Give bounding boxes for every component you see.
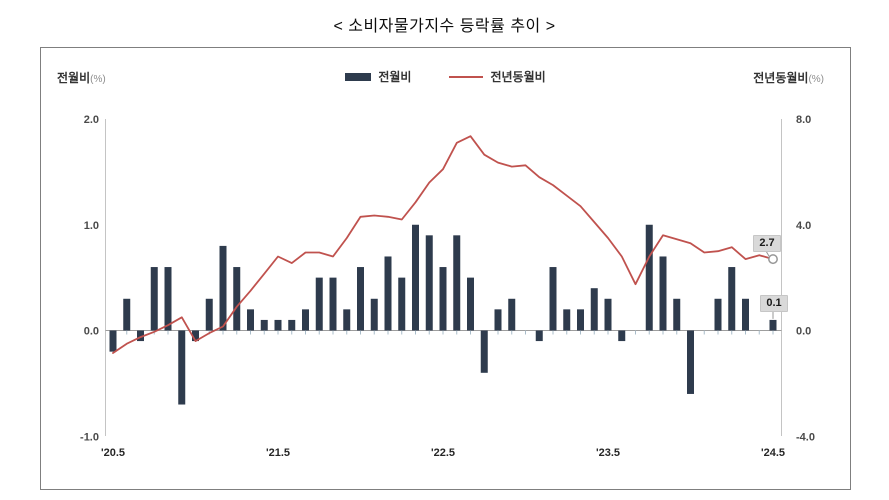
- left-axis-title-unit: (%): [90, 74, 106, 85]
- right-axis-title: 전년동월비(%): [753, 69, 824, 86]
- left-axis-title: 전월비(%): [57, 69, 106, 86]
- legend-item-mom: 전월비: [345, 68, 411, 85]
- left-axis-title-text: 전월비: [57, 71, 91, 85]
- line-end-callout: 2.7: [753, 235, 781, 252]
- chart-title: < 소비자물가지수 등락률 추이 >: [333, 18, 556, 35]
- bar-end-callout: 0.1: [760, 295, 788, 312]
- legend: 전월비 전년동월비: [41, 68, 850, 85]
- legend-line-label: 전년동월비: [490, 70, 546, 84]
- right-axis-title-text: 전년동월비: [753, 71, 809, 85]
- right-axis-title-unit: (%): [808, 74, 824, 85]
- chart-panel: 전월비(%) 전월비 전년동월비 전년동월비(%): [40, 47, 851, 490]
- legend-bar-label: 전월비: [378, 70, 412, 84]
- legend-bar-swatch: [345, 72, 372, 81]
- legend-line-swatch: [449, 75, 484, 78]
- legend-item-yoy: 전년동월비: [449, 68, 546, 85]
